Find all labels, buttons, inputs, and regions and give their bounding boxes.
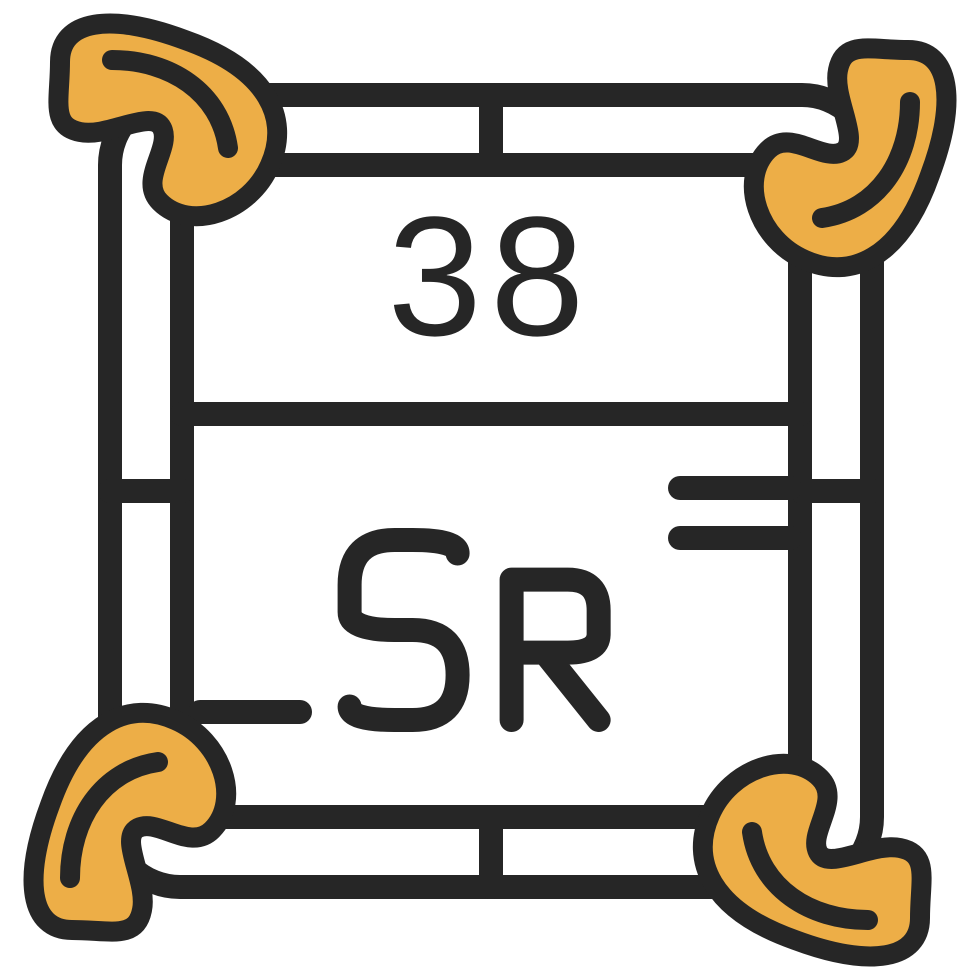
element-tile-icon: 38: [0, 0, 980, 980]
element-symbol: [350, 540, 599, 720]
atomic-number: 38: [387, 182, 592, 372]
